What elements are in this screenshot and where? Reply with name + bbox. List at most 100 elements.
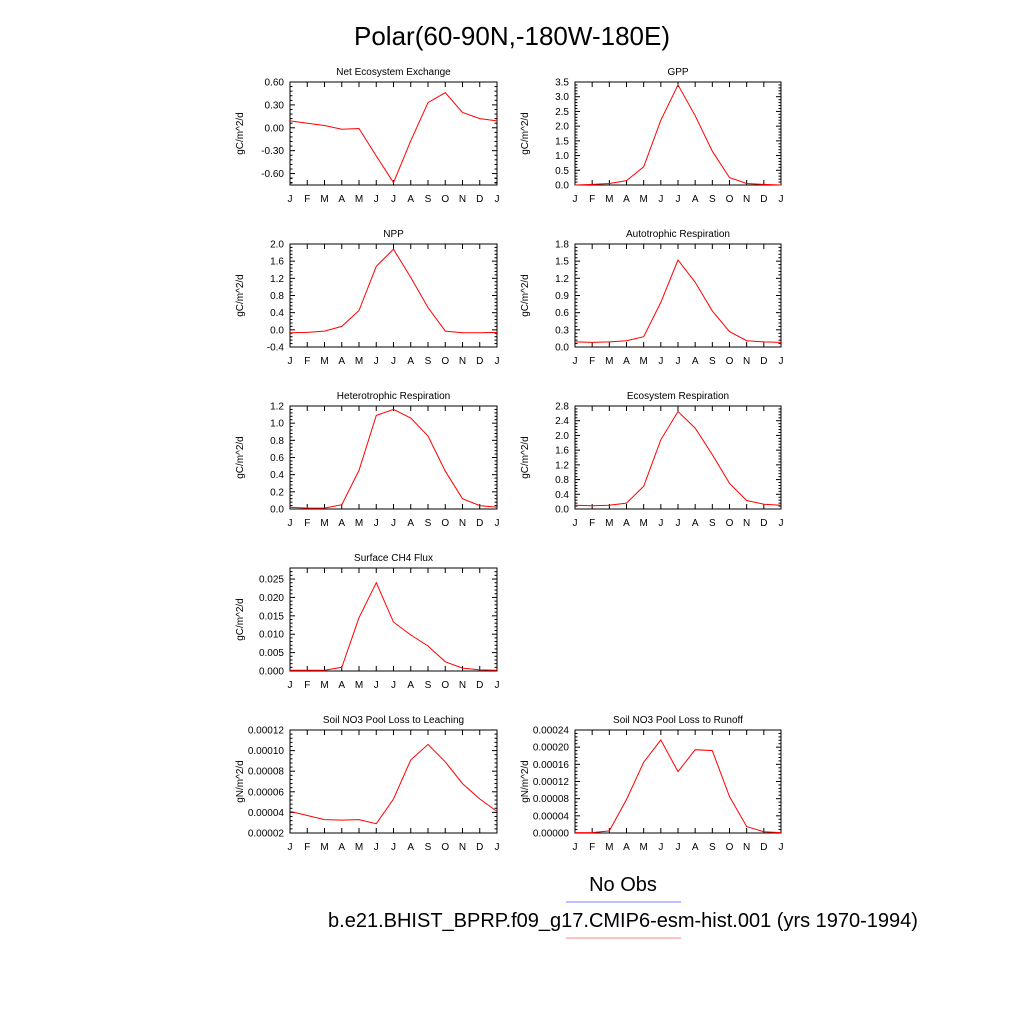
- x-tick-label: J: [391, 194, 396, 205]
- y-tick-label: 0.6: [555, 308, 569, 319]
- y-tick-label: 0.0: [555, 181, 569, 192]
- y-tick-label: 0.00004: [533, 811, 570, 822]
- x-tick-label: A: [407, 518, 414, 529]
- x-tick-label: M: [639, 356, 647, 367]
- x-tick-label: N: [459, 680, 466, 691]
- y-tick-label: 1.2: [555, 460, 569, 471]
- plot-frame: [574, 81, 782, 186]
- y-tick-label: 2.0: [555, 122, 569, 133]
- plot-frame: [289, 567, 498, 672]
- y-tick-label: 2.8: [555, 402, 569, 413]
- y-tick-label: 0.5: [555, 166, 569, 177]
- y-tick-label: 3.5: [555, 78, 569, 89]
- x-tick-label: A: [338, 356, 345, 367]
- x-tick-label: J: [676, 842, 681, 853]
- x-tick-label: D: [476, 356, 483, 367]
- x-tick-label: N: [459, 842, 466, 853]
- series-line: [289, 408, 498, 509]
- x-tick-label: J: [495, 842, 500, 853]
- y-axis-label: gN/m^2/d: [520, 760, 531, 803]
- y-tick-label: 0.00006: [248, 787, 285, 798]
- y-tick-label: 1.2: [270, 402, 284, 413]
- legend-label-model-run: b.e21.BHIST_BPRP.f09_g17.CMIP6-esm-hist.…: [328, 910, 918, 932]
- y-tick-label: 1.6: [270, 257, 284, 268]
- y-tick-label: 0.2: [270, 487, 284, 498]
- y-tick-label: 1.0: [555, 151, 569, 162]
- x-tick-label: A: [338, 194, 345, 205]
- x-tick-label: J: [658, 194, 663, 205]
- legend-label-no-obs: No Obs: [589, 874, 657, 896]
- x-tick-label: N: [459, 194, 466, 205]
- y-tick-label: 0.8: [555, 475, 569, 486]
- x-tick-label: O: [441, 680, 449, 691]
- y-tick-label: 1.8: [555, 240, 569, 251]
- y-tick-label: -0.60: [261, 169, 284, 180]
- x-tick-label: J: [288, 680, 293, 691]
- x-tick-label: F: [589, 842, 595, 853]
- x-tick-label: F: [304, 356, 310, 367]
- x-tick-label: M: [355, 194, 363, 205]
- x-tick-label: F: [589, 518, 595, 529]
- x-tick-label: F: [304, 194, 310, 205]
- panel-title: Autotrophic Respiration: [626, 229, 730, 240]
- chart-panel-6: Ecosystem Respiration gC/m^2/d 0.0 0.4 0.8 1.…: [520, 391, 784, 529]
- x-tick-label: O: [441, 518, 449, 529]
- x-tick-label: M: [605, 194, 613, 205]
- x-tick-label: J: [573, 518, 578, 529]
- x-tick-label: O: [441, 842, 449, 853]
- y-axis-label: gC/m^2/d: [520, 436, 531, 479]
- x-tick-label: M: [355, 680, 363, 691]
- x-tick-label: M: [605, 518, 613, 529]
- x-tick-label: D: [476, 842, 483, 853]
- x-tick-label: S: [709, 356, 716, 367]
- y-tick-label: 1.2: [270, 274, 284, 285]
- y-tick-label: 0.00016: [533, 760, 570, 771]
- x-tick-label: A: [623, 842, 630, 853]
- x-tick-label: J: [374, 680, 379, 691]
- x-tick-label: J: [573, 356, 578, 367]
- x-tick-label: S: [425, 356, 432, 367]
- panel-title: GPP: [667, 67, 688, 78]
- series-line: [289, 743, 498, 825]
- y-tick-label: 0.4: [270, 470, 284, 481]
- x-tick-label: S: [425, 680, 432, 691]
- x-tick-label: J: [374, 842, 379, 853]
- x-tick-label: A: [338, 680, 345, 691]
- x-tick-label: J: [495, 356, 500, 367]
- x-tick-label: J: [391, 356, 396, 367]
- x-tick-label: M: [639, 194, 647, 205]
- x-tick-label: A: [623, 356, 630, 367]
- x-tick-label: M: [320, 518, 328, 529]
- x-tick-label: S: [709, 842, 716, 853]
- x-tick-label: J: [573, 842, 578, 853]
- y-axis-label: gC/m^2/d: [520, 112, 531, 155]
- y-tick-label: 2.4: [555, 416, 569, 427]
- x-tick-label: J: [374, 518, 379, 529]
- y-tick-label: 0.025: [259, 575, 284, 586]
- y-tick-label: 0.015: [259, 611, 284, 622]
- panel-title: Heterotrophic Respiration: [337, 391, 450, 402]
- y-tick-label: 1.5: [555, 136, 569, 147]
- y-tick-label: 0.30: [265, 100, 285, 111]
- x-tick-label: D: [476, 680, 483, 691]
- x-tick-label: M: [355, 842, 363, 853]
- y-tick-label: 3.0: [555, 92, 569, 103]
- series-line: [575, 738, 782, 834]
- x-tick-label: J: [573, 194, 578, 205]
- y-tick-label: 0.8: [270, 291, 284, 302]
- x-tick-label: J: [288, 518, 293, 529]
- y-tick-label: 0.0: [555, 505, 569, 516]
- x-tick-label: D: [760, 194, 767, 205]
- x-tick-label: F: [304, 518, 310, 529]
- panel-title: Net Ecosystem Exchange: [336, 67, 451, 78]
- panel-title: Ecosystem Respiration: [627, 391, 729, 402]
- y-tick-label: 0.010: [259, 630, 284, 641]
- y-tick-label: 0.00010: [248, 746, 285, 757]
- x-tick-label: M: [320, 356, 328, 367]
- x-tick-label: A: [338, 842, 345, 853]
- panel-title: Soil NO3 Pool Loss to Leaching: [323, 715, 464, 726]
- x-tick-label: M: [320, 194, 328, 205]
- x-tick-label: J: [676, 518, 681, 529]
- x-tick-label: S: [425, 194, 432, 205]
- x-tick-label: A: [407, 680, 414, 691]
